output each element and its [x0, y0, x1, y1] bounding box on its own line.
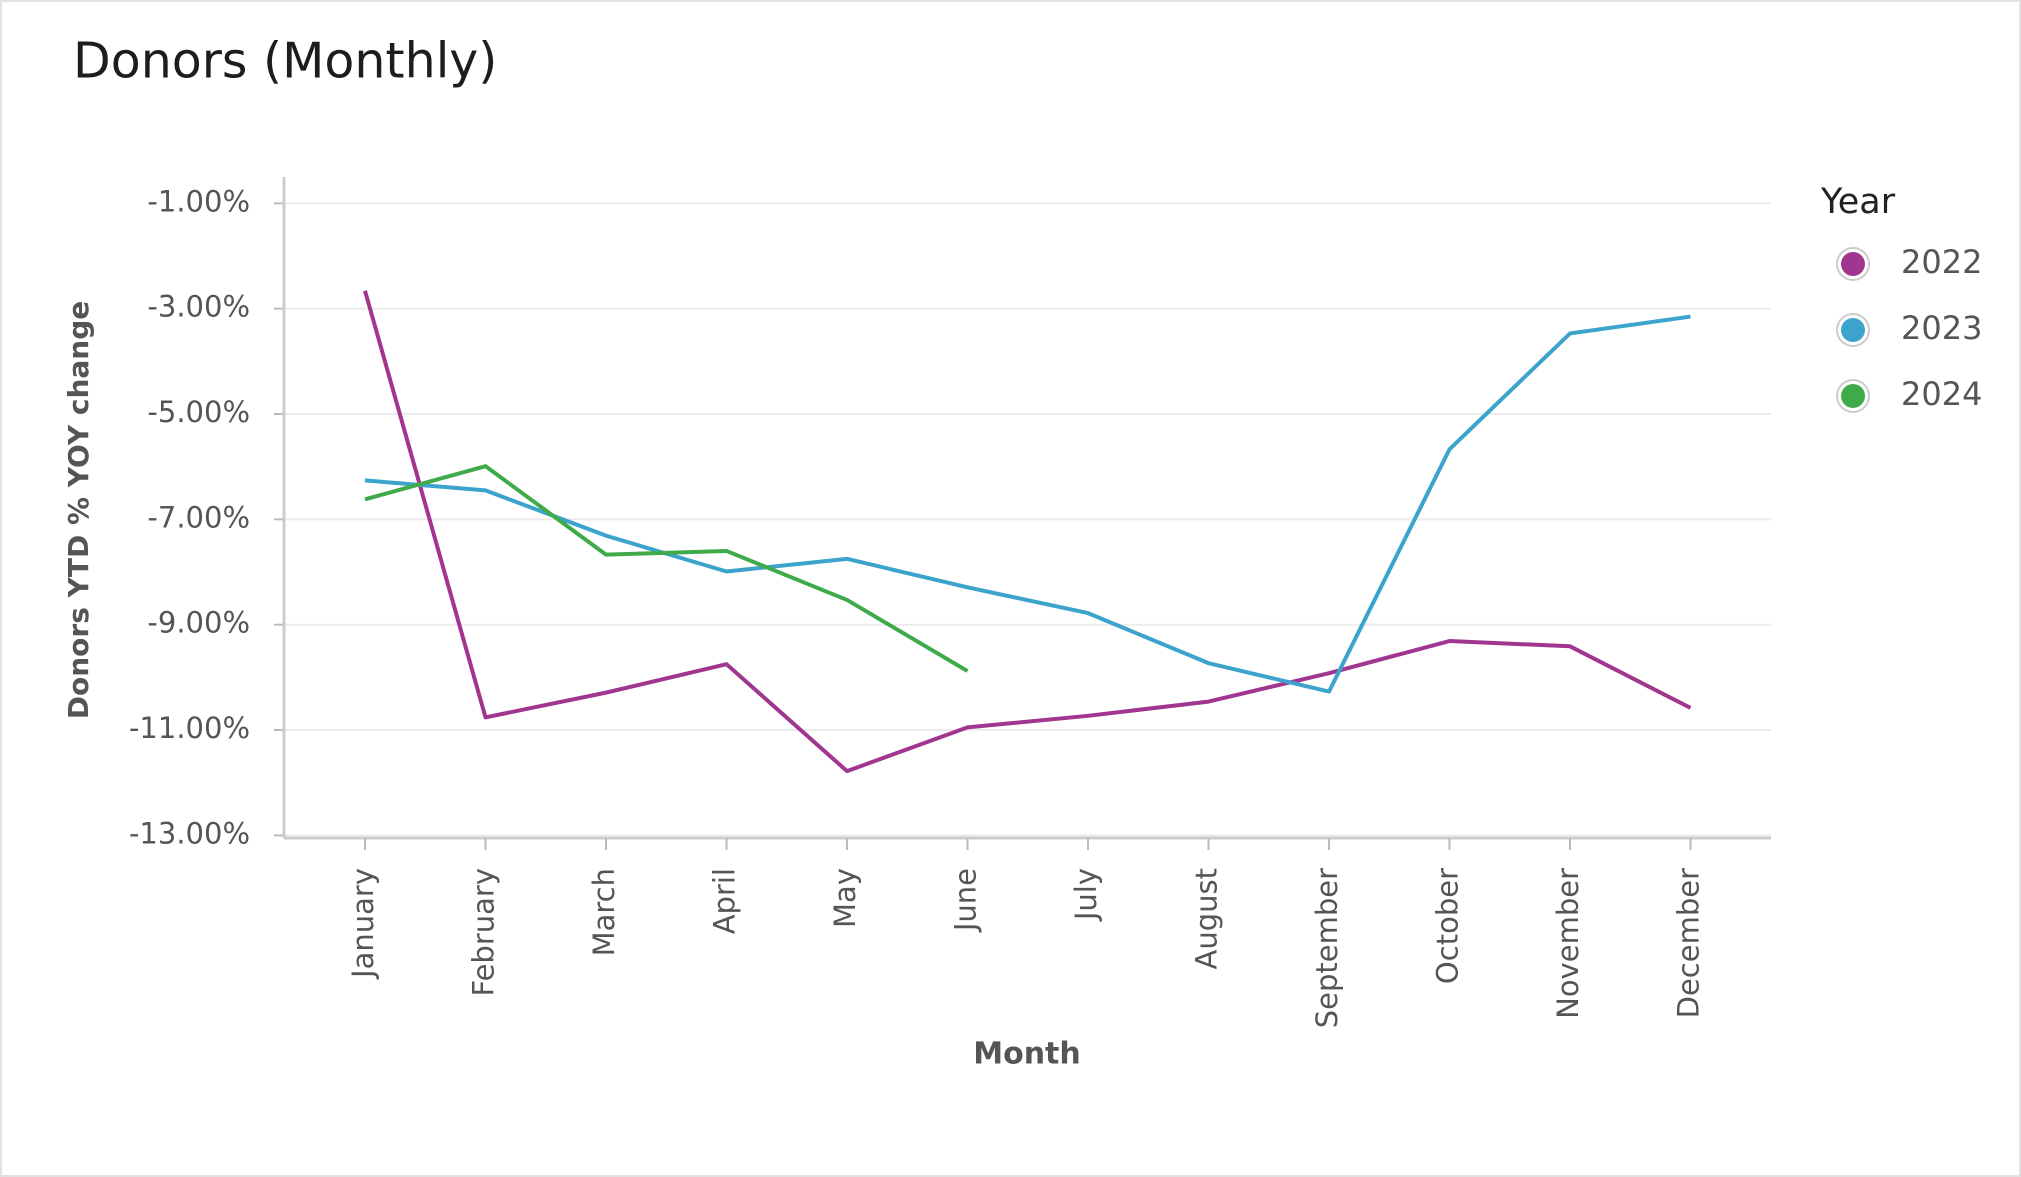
x-tick-label: September	[1310, 868, 1344, 1028]
chart-title: Donors (Monthly)	[73, 33, 497, 90]
x-tick-label: April	[708, 868, 742, 934]
x-tick-label: December	[1672, 868, 1706, 1018]
y-tick-label: -1.00%	[147, 184, 250, 218]
x-tick-label: March	[587, 868, 621, 956]
legend-label: 2023	[1901, 309, 1982, 347]
x-tick-label: August	[1190, 868, 1224, 970]
line-series	[364, 464, 969, 673]
legend-swatch	[1841, 318, 1865, 342]
line-series	[363, 290, 1692, 774]
x-tick-label: February	[467, 868, 501, 997]
x-tick-label: January	[346, 868, 380, 980]
legend-swatch	[1841, 252, 1865, 276]
y-tick-label: -11.00%	[129, 711, 250, 745]
legend-title: Year	[1820, 182, 1896, 222]
line-series	[364, 314, 1691, 694]
y-tick-label: -3.00%	[147, 290, 250, 324]
legend-label: 2022	[1901, 243, 1982, 281]
x-tick-label: November	[1551, 868, 1585, 1019]
legend-swatch	[1841, 384, 1865, 408]
y-tick-label: -5.00%	[147, 395, 250, 429]
x-axis-label: Month	[973, 1037, 1081, 1072]
legend-label: 2024	[1901, 375, 1982, 413]
x-tick-label: July	[1069, 868, 1103, 922]
x-tick-label: May	[828, 868, 862, 928]
y-tick-label: -13.00%	[129, 816, 250, 850]
x-tick-label: June	[949, 868, 983, 933]
x-tick-label: October	[1431, 868, 1465, 984]
y-tick-label: -9.00%	[147, 606, 250, 640]
y-tick-label: -7.00%	[147, 500, 250, 534]
y-axis-label: Donors YTD % YOY change	[62, 301, 95, 720]
